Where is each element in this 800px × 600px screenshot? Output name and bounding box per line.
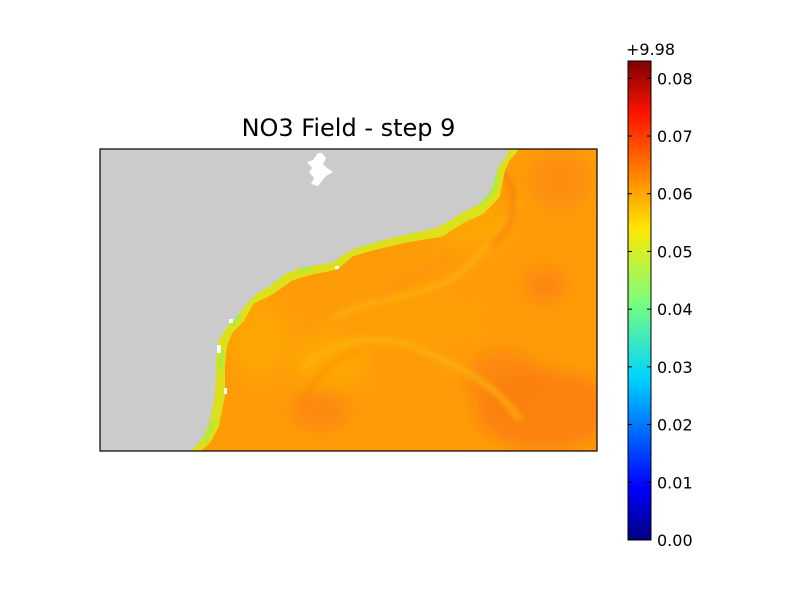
coastal-specks [217, 266, 339, 394]
colorbar-tick-label: 0.07 [657, 127, 693, 146]
inland-river [307, 153, 333, 186]
colorbar-tick-label: 0.06 [657, 185, 693, 204]
eddy-streaks [297, 168, 523, 422]
colorbar-tick-label: 0.00 [657, 531, 693, 550]
colorbar-ticks: 0.00 0.01 0.02 0.03 0.04 0.05 0.06 0.07 0.08 [628, 69, 693, 550]
chart-title: NO3 Field - step 9 [241, 114, 456, 142]
plot-frame [99, 148, 598, 452]
colorbar-offset-label: +9.98 [626, 40, 675, 59]
coastal-fringe [100, 149, 518, 451]
colorbar-tick-label: 0.05 [657, 242, 693, 261]
land-mass [100, 149, 510, 451]
colorbar-tick-label: 0.02 [657, 416, 693, 435]
field-variations [230, 150, 597, 450]
colorbar-tick-label: 0.04 [657, 300, 693, 319]
colorbar-tick-label: 0.01 [657, 473, 693, 492]
colorbar-tick-label: 0.08 [657, 69, 693, 88]
colorbar-gradient [627, 60, 652, 541]
colorbar-tick-label: 0.03 [657, 358, 693, 377]
